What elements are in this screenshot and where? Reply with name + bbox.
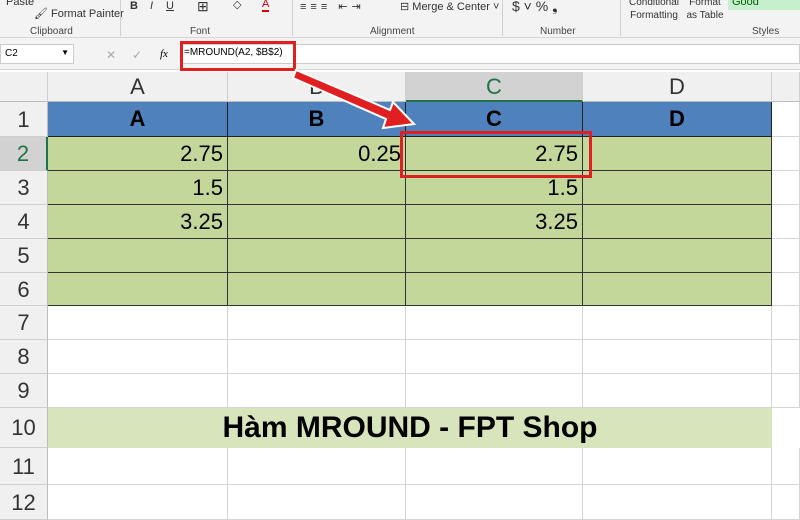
- merge-icon: ⊟: [400, 1, 410, 13]
- cell-D5[interactable]: [583, 239, 772, 273]
- row-header-8[interactable]: 8: [0, 340, 48, 374]
- cell-C5[interactable]: [406, 239, 583, 273]
- cell-A5[interactable]: [48, 239, 228, 273]
- fill-color-icon[interactable]: ◇: [233, 0, 242, 11]
- row-header-4[interactable]: 4: [0, 205, 48, 239]
- cell-D6[interactable]: [583, 273, 772, 306]
- cell-A4[interactable]: 3.25: [48, 205, 228, 239]
- cell-B11[interactable]: [228, 448, 406, 485]
- fx-icon[interactable]: fx: [160, 48, 168, 60]
- cell-A1[interactable]: A: [48, 102, 228, 137]
- format-as-table-button[interactable]: Format as Table: [686, 0, 724, 21]
- row-header-6[interactable]: 6: [0, 273, 48, 306]
- column-header-c[interactable]: C: [406, 72, 583, 102]
- paste-button[interactable]: Paste: [6, 0, 35, 8]
- conditional-formatting-button[interactable]: Conditional Formatting: [628, 0, 680, 21]
- clipboard-group-label: Clipboard: [30, 26, 73, 37]
- cell-A11[interactable]: [48, 448, 228, 485]
- cell-A6[interactable]: [48, 273, 228, 306]
- column-header-e[interactable]: [772, 72, 800, 102]
- result-highlight: [400, 131, 592, 178]
- column-header-a[interactable]: A: [48, 72, 228, 102]
- row-header-10[interactable]: 10: [0, 408, 48, 448]
- name-box[interactable]: C2 ▼: [0, 44, 74, 64]
- title-banner: Hàm MROUND - FPT Shop: [48, 408, 772, 448]
- number-format-icons[interactable]: $ ˅ % ❟: [512, 0, 558, 14]
- formula-highlight: [180, 41, 296, 71]
- cell-B5[interactable]: [228, 239, 406, 273]
- font-group-label: Font: [190, 26, 211, 37]
- format-painter-button[interactable]: 🖌 Format Painter: [34, 8, 124, 20]
- cell-D4[interactable]: [583, 205, 772, 239]
- cell-C11[interactable]: [406, 448, 583, 485]
- cell-C6[interactable]: [406, 273, 583, 306]
- red-arrow: [291, 68, 417, 130]
- align-icons[interactable]: ≡≡≡ ⇤⇥: [300, 1, 365, 13]
- style-good[interactable]: Good: [728, 0, 800, 10]
- cell-A2[interactable]: 2.75: [48, 137, 228, 171]
- formula-bar: C2 ▼ ✕ ✓ fx =MROUND(A2, $B$2): [0, 38, 800, 70]
- styles-group-label: Styles: [752, 26, 780, 37]
- cell-A9[interactable]: [48, 374, 228, 408]
- cell-A8[interactable]: [48, 340, 228, 374]
- cell-B2[interactable]: 0.25: [228, 137, 406, 171]
- cell-C7[interactable]: [406, 306, 583, 340]
- row-header-9[interactable]: 9: [0, 374, 48, 408]
- cell-D8[interactable]: [583, 340, 772, 374]
- select-all[interactable]: [0, 72, 48, 102]
- cell-A3[interactable]: 1.5: [48, 171, 228, 205]
- row-header-5[interactable]: 5: [0, 239, 48, 273]
- alignment-group-label: Alignment: [370, 26, 415, 37]
- cell-B7[interactable]: [228, 306, 406, 340]
- cell-B3[interactable]: [228, 171, 406, 205]
- arrow-annotation: [291, 68, 417, 130]
- row-header-2[interactable]: 2: [0, 137, 48, 171]
- cell-D7[interactable]: [583, 306, 772, 340]
- cell-D1[interactable]: D: [583, 102, 772, 137]
- formula-text: =MROUND(A2, $B$2): [184, 47, 283, 58]
- number-group-label: Number: [540, 26, 576, 37]
- cell-B4[interactable]: [228, 205, 406, 239]
- ribbon: Paste 🖌 Format Painter Clipboard B I U ⊞…: [0, 0, 800, 38]
- cell-B1[interactable]: B: [228, 102, 406, 137]
- font-color-icon[interactable]: A: [262, 0, 270, 12]
- borders-icon[interactable]: ⊞: [197, 0, 209, 14]
- cell-D9[interactable]: [583, 374, 772, 408]
- cell-C4[interactable]: 3.25: [406, 205, 583, 239]
- cell-C9[interactable]: [406, 374, 583, 408]
- underline-button[interactable]: U: [166, 0, 174, 12]
- cell-C2[interactable]: 2.75: [406, 137, 583, 171]
- cell-D11[interactable]: [583, 448, 772, 485]
- cell-B8[interactable]: [228, 340, 406, 374]
- row-header-1[interactable]: 1: [0, 102, 48, 137]
- row-header-7[interactable]: 7: [0, 306, 48, 340]
- cell-A7[interactable]: [48, 306, 228, 340]
- italic-button[interactable]: I: [150, 0, 154, 12]
- cell-D3[interactable]: [583, 171, 772, 205]
- enter-icon[interactable]: ✓: [132, 48, 143, 62]
- cell-D2[interactable]: [583, 137, 772, 171]
- row-header-11[interactable]: 11: [0, 448, 48, 485]
- merge-center-button[interactable]: ⊟ Merge & Center ˅: [400, 1, 500, 13]
- cell-B6[interactable]: [228, 273, 406, 306]
- row-header-3[interactable]: 3: [0, 171, 48, 205]
- cell-C8[interactable]: [406, 340, 583, 374]
- column-header-d[interactable]: D: [583, 72, 772, 102]
- cell-B9[interactable]: [228, 374, 406, 408]
- bold-button[interactable]: B: [130, 0, 138, 12]
- cancel-icon[interactable]: ✕: [106, 48, 117, 62]
- brush-icon: 🖌: [34, 8, 48, 20]
